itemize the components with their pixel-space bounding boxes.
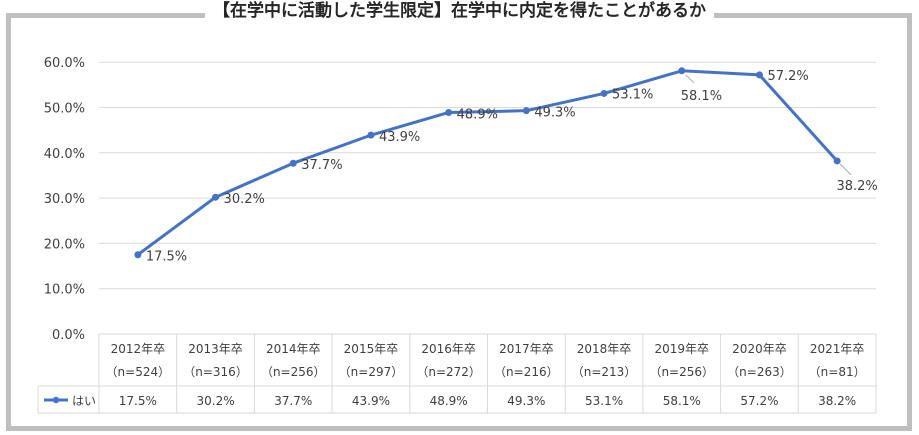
data-point bbox=[600, 89, 608, 97]
data-table: 2012年卒 （n=524） 2013年卒 （n=316） 2014年卒 （n=256） 2… bbox=[37, 333, 877, 414]
legend-marker bbox=[52, 396, 60, 404]
table-value: 37.7% bbox=[274, 394, 312, 408]
data-label: 30.2% bbox=[224, 192, 265, 207]
table-value: 57.2% bbox=[740, 394, 778, 408]
category-label: 2014年卒 bbox=[266, 342, 321, 356]
category-sample-label: （n=256） bbox=[649, 365, 714, 379]
chart-title-text: 【在学中に活動した学生限定】在学中に内定を得たことがあるか bbox=[205, 1, 714, 21]
table-value: 30.2% bbox=[196, 394, 234, 408]
category-label: 2019年卒 bbox=[654, 342, 709, 356]
category-sample-label: （n=297） bbox=[339, 365, 404, 379]
category-sample-label: （n=256） bbox=[261, 365, 326, 379]
y-tick-label: 20.0% bbox=[44, 237, 85, 252]
data-label: 53.1% bbox=[612, 87, 653, 102]
data-label: 57.2% bbox=[767, 69, 808, 84]
table-value: 49.3% bbox=[507, 394, 545, 408]
data-point bbox=[678, 67, 686, 75]
data-point bbox=[212, 193, 220, 201]
label-leader-line bbox=[685, 74, 695, 84]
plot-area: 17.5% 30.2% 37.7% 43.9% 48.9% 49.3% 53.1% 58.1%… bbox=[134, 67, 878, 265]
y-tick-label: 50.0% bbox=[44, 102, 85, 117]
category-sample-label: （n=216） bbox=[494, 365, 559, 379]
table-value: 38.2% bbox=[818, 394, 856, 408]
data-point bbox=[833, 157, 841, 165]
data-point bbox=[755, 71, 763, 79]
data-label: 43.9% bbox=[379, 130, 420, 145]
table-value: 58.1% bbox=[663, 394, 701, 408]
category-label: 2018年卒 bbox=[577, 342, 632, 356]
y-tick-label: 60.0% bbox=[44, 56, 85, 71]
y-tick-label: 10.0% bbox=[44, 283, 85, 298]
table-value: 53.1% bbox=[585, 394, 623, 408]
category-sample-label: （n=272） bbox=[416, 365, 481, 379]
category-label: 2012年卒 bbox=[111, 342, 166, 356]
data-point bbox=[522, 107, 530, 115]
y-axis: 0.0% 10.0% 20.0% 30.0% 40.0% 50.0% 60.0% bbox=[44, 56, 85, 343]
data-point bbox=[289, 159, 297, 167]
category-label: 2016年卒 bbox=[421, 342, 476, 356]
data-label: 37.7% bbox=[301, 158, 342, 173]
category-label: 2015年卒 bbox=[344, 342, 399, 356]
table-value: 43.9% bbox=[352, 394, 390, 408]
category-sample-label: （n=263） bbox=[727, 365, 792, 379]
category-sample-label: （n=213） bbox=[572, 365, 637, 379]
table-value: 17.5% bbox=[119, 394, 157, 408]
series-line bbox=[136, 69, 839, 256]
y-tick-label: 40.0% bbox=[44, 147, 85, 162]
category-sample-label: （n=524） bbox=[106, 365, 171, 379]
chart-title: 【在学中に活動した学生限定】在学中に内定を得たことがあるか bbox=[0, 0, 919, 22]
data-point bbox=[134, 251, 142, 259]
label-leader-line bbox=[839, 163, 852, 176]
category-sample-label: （n=316） bbox=[183, 365, 248, 379]
category-sample-label: （n=81） bbox=[809, 365, 866, 379]
category-label: 2020年卒 bbox=[732, 342, 787, 356]
y-tick-label: 30.0% bbox=[44, 192, 85, 207]
data-label: 17.5% bbox=[146, 250, 187, 265]
data-label: 58.1% bbox=[681, 89, 722, 104]
category-label: 2013年卒 bbox=[188, 342, 243, 356]
category-label: 2021年卒 bbox=[810, 342, 865, 356]
data-label: 38.2% bbox=[836, 179, 877, 194]
data-label: 49.3% bbox=[534, 106, 575, 121]
y-tick-label: 0.0% bbox=[52, 328, 85, 343]
category-label: 2017年卒 bbox=[499, 342, 554, 356]
table-value: 48.9% bbox=[430, 394, 468, 408]
data-label: 48.9% bbox=[457, 107, 498, 122]
data-point bbox=[445, 108, 453, 116]
data-point bbox=[367, 131, 375, 139]
legend-label: はい bbox=[72, 394, 96, 408]
